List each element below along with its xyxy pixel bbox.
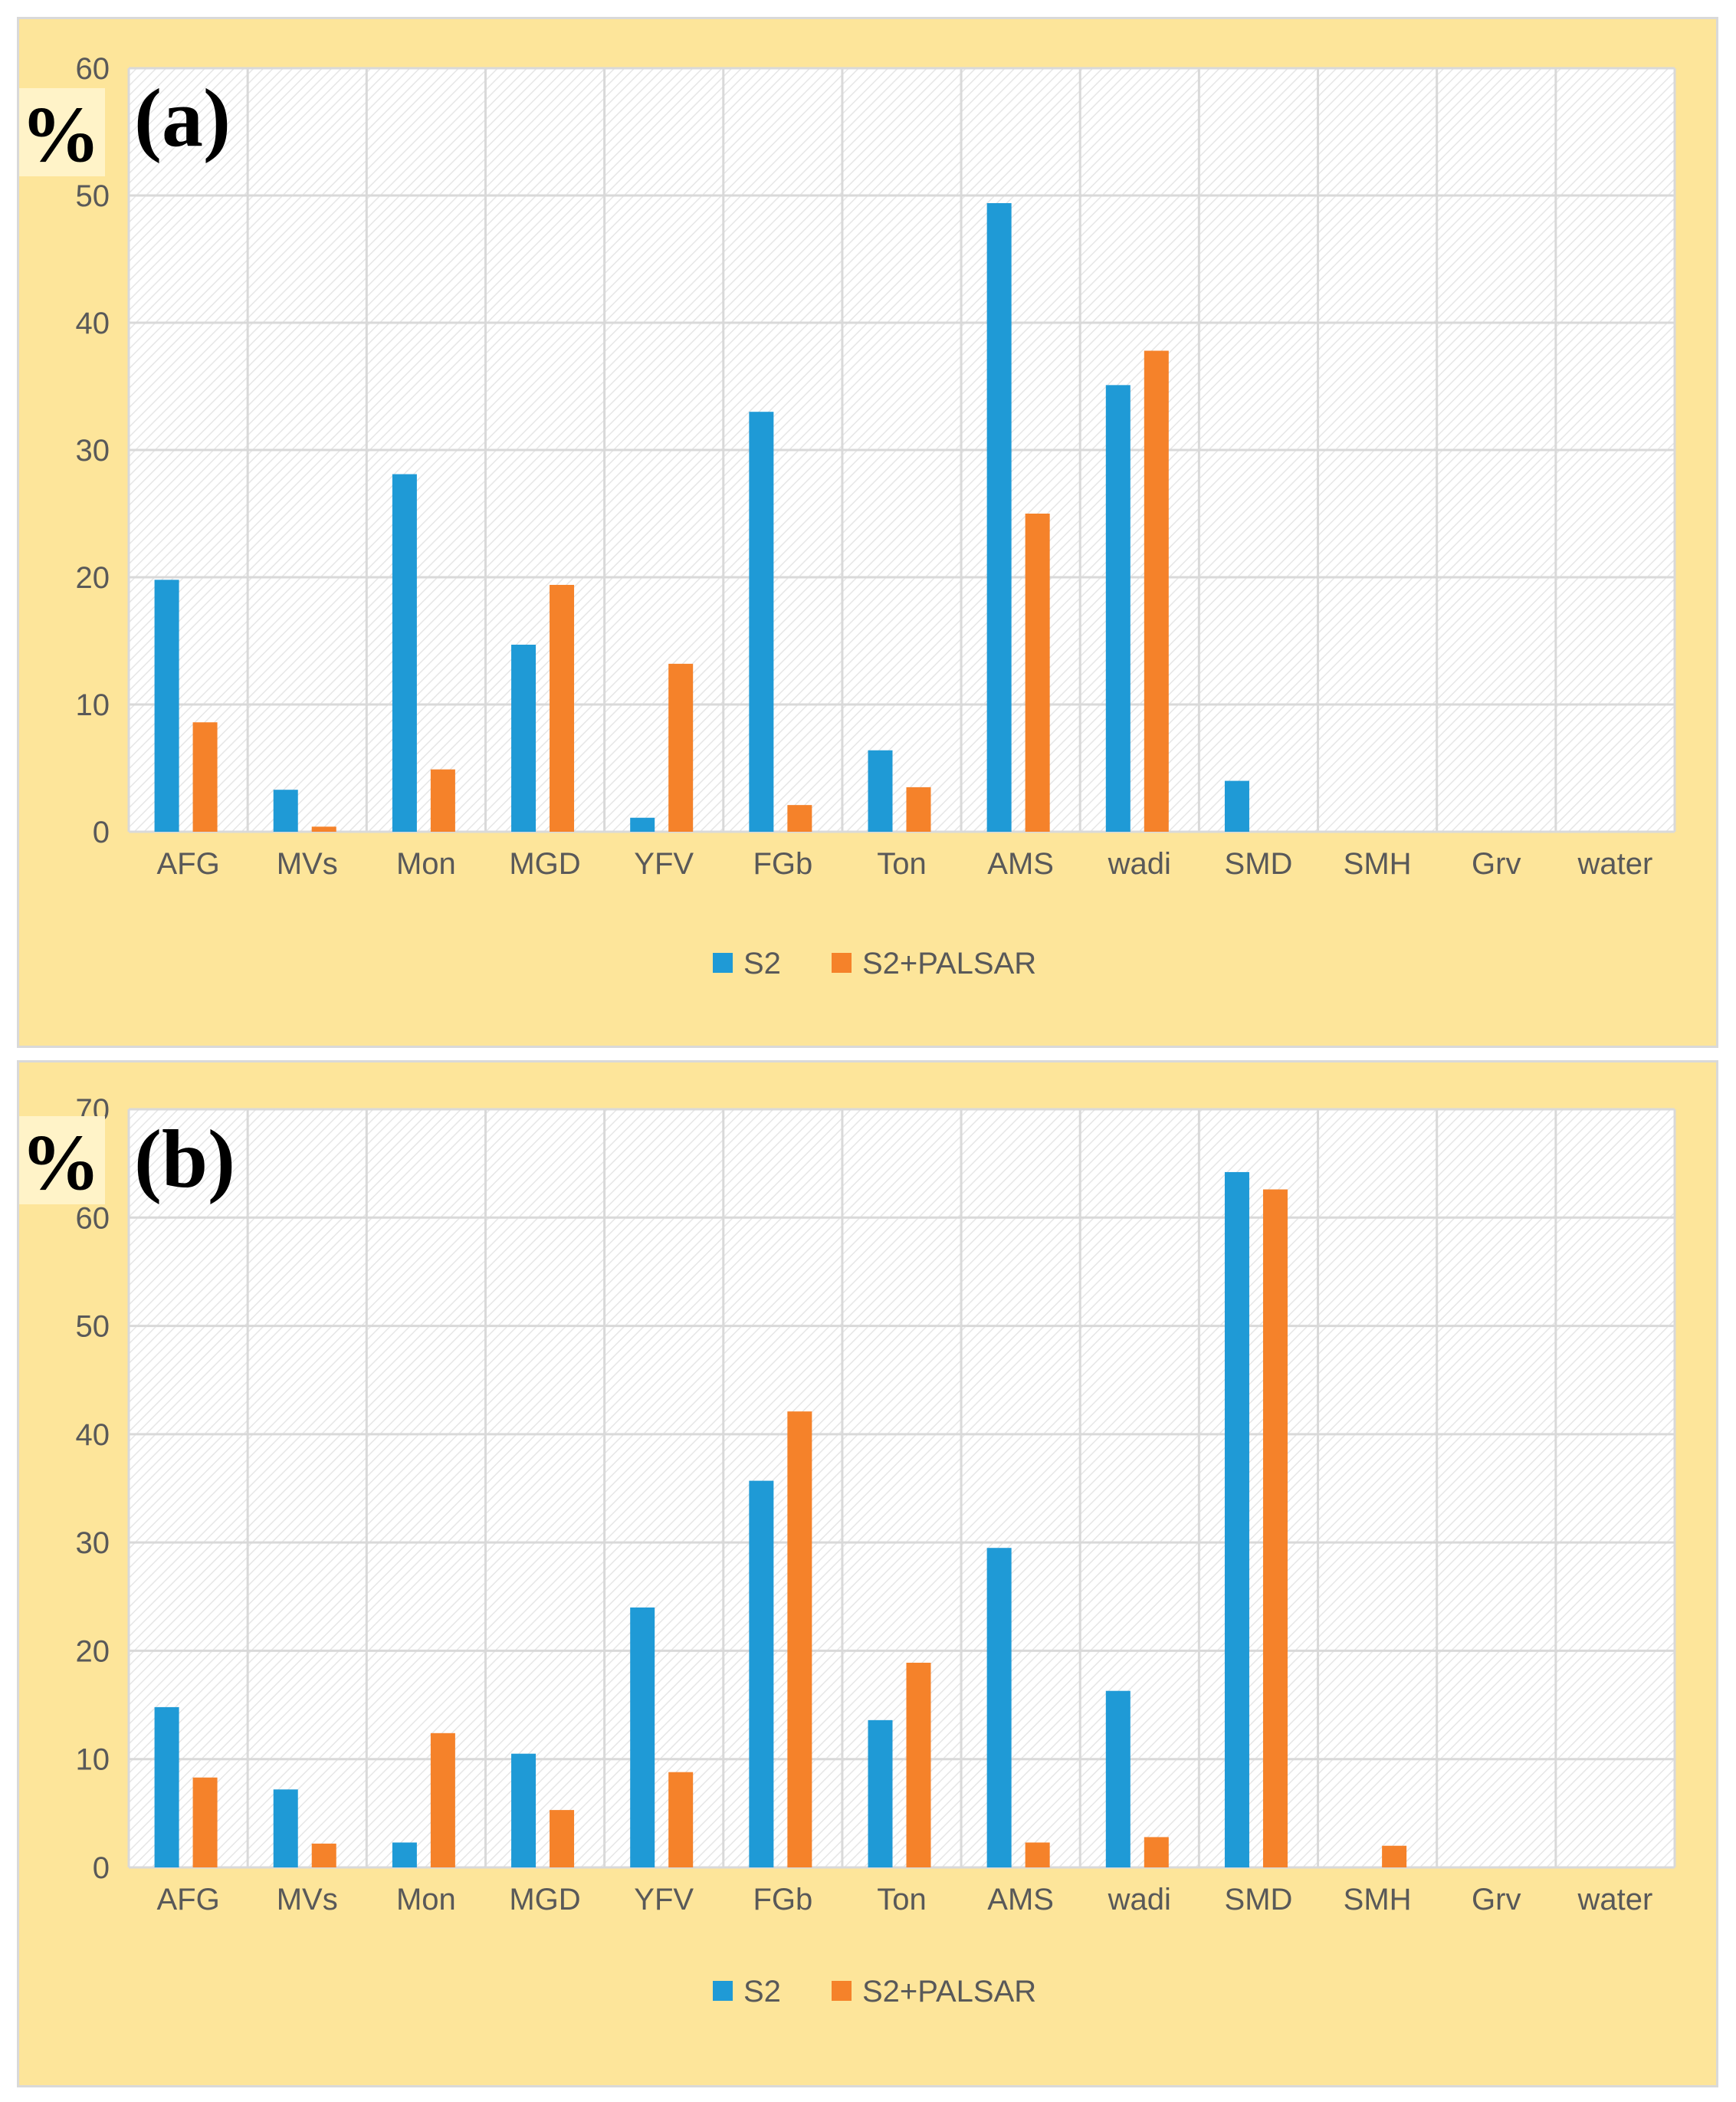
- y-tick-label: 0: [93, 816, 110, 849]
- legend-label-s2-palsar: S2+PALSAR: [862, 947, 1036, 980]
- s2-bar-smd: [1224, 1171, 1249, 1867]
- s2-palsar-bar-fgb: [787, 1411, 812, 1867]
- y-tick-label: 40: [76, 307, 110, 340]
- s2-bar-ams: [986, 202, 1012, 832]
- s2-palsar-bar-afg: [192, 1777, 218, 1867]
- s2-bar-yfv: [630, 817, 655, 832]
- s2-palsar-bar-ton: [906, 1662, 931, 1867]
- x-tick-label: Ton: [877, 1883, 927, 1916]
- s2-bar-mvs: [273, 790, 298, 832]
- x-tick-label: Ton: [877, 847, 927, 881]
- plot-area: [129, 1109, 1675, 1867]
- s2-palsar-bar-smd: [1262, 1189, 1288, 1867]
- x-tick-label: YFV: [634, 847, 694, 881]
- s2-bar-fgb: [749, 412, 774, 832]
- y-tick-label: 50: [76, 1310, 110, 1344]
- s2-bar-mvs: [273, 1789, 298, 1867]
- s2-palsar-bar-yfv: [668, 663, 694, 832]
- chart-panel-b: 0 10 20 30 40 50 60 70 AFG MVs Mon MGD YFV FGb Ton AMS w…: [17, 1060, 1718, 2087]
- s2-bar-ams: [986, 1548, 1012, 1867]
- y-tick-label: 60: [76, 52, 110, 86]
- s2-palsar-bar-yfv: [668, 1772, 694, 1867]
- x-tick-label: Grv: [1472, 1883, 1521, 1916]
- x-tick-label: wadi: [1108, 1883, 1171, 1916]
- legend-label-s2-palsar: S2+PALSAR: [862, 1975, 1036, 2008]
- s2-bar-ton: [868, 1719, 893, 1867]
- x-tick-label: AMS: [987, 847, 1054, 881]
- s2-palsar-bar-afg: [192, 722, 218, 832]
- legend-swatch-s2-palsar: [832, 953, 852, 973]
- chart-a-svg: 0 10 20 30 40 50 60 AFG MVs Mon MGD YFV FGb Ton AMS wad…: [19, 52, 1676, 980]
- s2-palsar-bar-mgd: [550, 584, 575, 832]
- s2-bar-mon: [392, 1842, 417, 1867]
- x-tick-label: FGb: [753, 847, 812, 881]
- y-tick-label: 30: [76, 434, 110, 468]
- legend-label-s2: S2: [743, 1975, 781, 2008]
- x-tick-label: water: [1577, 1883, 1653, 1916]
- s2-palsar-bar-wadi: [1144, 1837, 1169, 1867]
- y-tick-label: 20: [76, 561, 110, 595]
- s2-palsar-bar-smh: [1382, 1845, 1407, 1867]
- s2-palsar-bar-mvs: [311, 826, 336, 832]
- x-tick-label: Mon: [396, 1883, 456, 1916]
- unit-label: %: [21, 90, 100, 179]
- y-tick-label: 40: [76, 1418, 110, 1452]
- x-tick-label: MGD: [509, 847, 580, 881]
- unit-label-box: [19, 1116, 105, 1204]
- y-tick-label: 10: [76, 1743, 110, 1777]
- s2-bar-mgd: [511, 1753, 537, 1867]
- unit-label-box: [19, 88, 105, 176]
- x-tick-label: SMH: [1344, 847, 1412, 881]
- s2-palsar-bar-wadi: [1144, 350, 1169, 832]
- x-tick-label: SMH: [1344, 1883, 1412, 1916]
- x-tick-label: Mon: [396, 847, 456, 881]
- s2-bar-mgd: [511, 644, 537, 832]
- s2-palsar-bar-ton: [906, 787, 931, 832]
- s2-bar-wadi: [1105, 385, 1131, 833]
- s2-bar-afg: [154, 580, 179, 832]
- x-tick-label: MVs: [277, 1883, 338, 1916]
- s2-bar-afg: [154, 1706, 179, 1867]
- s2-bar-mon: [392, 474, 417, 832]
- y-tick-label: 0: [93, 1851, 110, 1885]
- panel-label: (a): [134, 73, 231, 164]
- x-tick-label: SMD: [1225, 1883, 1293, 1916]
- x-tick-label: YFV: [634, 1883, 694, 1916]
- x-tick-label: AFG: [156, 1883, 219, 1916]
- legend-label-s2: S2: [743, 947, 781, 980]
- s2-bar-yfv: [630, 1607, 655, 1867]
- s2-palsar-bar-mvs: [311, 1843, 336, 1867]
- legend-swatch-s2-palsar: [832, 1981, 852, 2001]
- x-tick-label: wadi: [1108, 847, 1171, 881]
- x-tick-label: FGb: [753, 1883, 812, 1916]
- y-tick-label: 10: [76, 688, 110, 722]
- s2-palsar-bar-ams: [1025, 1842, 1050, 1867]
- unit-label: %: [21, 1118, 100, 1207]
- y-tick-label: 50: [76, 179, 110, 213]
- x-tick-label: AFG: [156, 847, 219, 881]
- legend-swatch-s2: [713, 1981, 733, 2001]
- s2-bar-smd: [1224, 780, 1249, 832]
- y-tick-label: 60: [76, 1201, 110, 1235]
- y-tick-label: 30: [76, 1526, 110, 1560]
- y-tick-label: 20: [76, 1634, 110, 1668]
- x-tick-label: water: [1577, 847, 1653, 881]
- s2-palsar-bar-mgd: [550, 1810, 575, 1867]
- s2-palsar-bar-ams: [1025, 514, 1050, 832]
- legend-swatch-s2: [713, 953, 733, 973]
- s2-palsar-bar-fgb: [787, 805, 812, 832]
- panel-label: (b): [134, 1114, 235, 1205]
- x-tick-label: SMD: [1225, 847, 1293, 881]
- s2-palsar-bar-mon: [430, 769, 455, 832]
- x-tick-label: MVs: [277, 847, 338, 881]
- s2-palsar-bar-mon: [430, 1733, 455, 1867]
- x-tick-label: Grv: [1472, 847, 1521, 881]
- x-tick-label: AMS: [987, 1883, 1054, 1916]
- x-tick-label: MGD: [509, 1883, 580, 1916]
- s2-bar-wadi: [1105, 1690, 1131, 1867]
- s2-bar-fgb: [749, 1480, 774, 1867]
- chart-panel-a: 0 10 20 30 40 50 60 AFG MVs Mon MGD YFV FGb Ton AMS wad…: [17, 17, 1718, 1048]
- s2-bar-ton: [868, 750, 893, 832]
